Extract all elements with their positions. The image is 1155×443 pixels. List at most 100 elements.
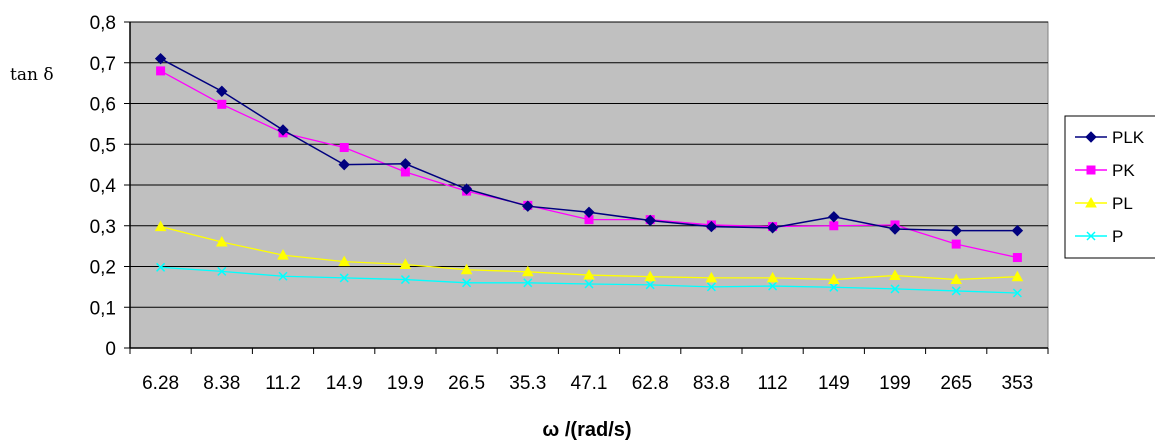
x-marker-stroke	[951, 286, 961, 296]
square-marker	[1086, 165, 1096, 175]
x-tick-label: 199	[879, 373, 911, 394]
x-marker-stroke	[706, 282, 716, 292]
x-marker-stroke	[156, 262, 166, 272]
legend-label: PK	[1112, 161, 1135, 180]
y-tick-label: 0	[105, 339, 116, 360]
x-marker	[217, 266, 227, 276]
x-marker	[890, 284, 900, 294]
x-marker-stroke	[339, 273, 349, 283]
y-tick-label: 0,4	[90, 176, 117, 197]
diamond-marker	[1085, 131, 1097, 143]
triangle-marker	[277, 249, 289, 260]
x-marker-stroke	[278, 271, 288, 281]
triangle-marker	[460, 263, 473, 275]
x-tick-label: 83.8	[693, 373, 730, 394]
legend-label: PLK	[1112, 128, 1145, 147]
x-tick-label: 265	[940, 373, 972, 394]
x-marker-stroke	[584, 279, 594, 289]
square-marker	[829, 221, 839, 231]
y-axis-ticks: 0 0,1 0,2 0,3 0,4 0,5 0,6 0,7 0,8	[90, 13, 130, 360]
triangle-marker	[950, 273, 963, 285]
diamond-marker	[216, 85, 228, 97]
x-marker	[1086, 231, 1096, 241]
legend-item-plk: PLK	[1075, 128, 1145, 147]
diamond-marker	[1011, 224, 1024, 237]
x-tick-label: 149	[818, 373, 850, 394]
triangle-marker	[583, 269, 595, 280]
x-marker	[462, 278, 472, 288]
triangle-marker	[644, 270, 657, 282]
diamond-marker	[399, 158, 412, 170]
x-marker-stroke	[829, 282, 839, 292]
diamond-marker	[644, 214, 656, 227]
y-tick-label: 0,7	[90, 54, 116, 75]
y-tick-label: 0,5	[90, 135, 116, 156]
x-tick-label: 14.9	[326, 373, 363, 394]
diamond-marker	[950, 224, 962, 237]
gridlines	[130, 21, 1048, 308]
triangle-marker	[889, 269, 901, 280]
x-marker-stroke	[523, 278, 533, 288]
legend-label: PL	[1112, 194, 1133, 213]
series-layer	[154, 52, 1024, 298]
x-tick-label: 353	[1002, 373, 1034, 394]
legend: PLK PK PL P	[1064, 115, 1155, 259]
x-tick-label: 26.5	[448, 373, 485, 394]
x-marker	[156, 262, 166, 272]
x-marker-stroke	[645, 280, 655, 290]
diamond-marker	[460, 183, 473, 195]
diamond-marker	[828, 211, 840, 223]
y-axis-title: tan δ	[10, 65, 54, 85]
diamond-marker	[338, 158, 350, 171]
square-marker	[951, 239, 961, 249]
diamond-marker	[522, 200, 534, 212]
y-tick-label: 0,8	[90, 13, 116, 34]
x-marker	[523, 278, 533, 288]
triangle-marker	[215, 236, 228, 247]
square-marker	[217, 99, 227, 109]
triangle-marker	[1085, 196, 1097, 208]
x-tick-label: 8.38	[203, 373, 240, 394]
y-tick-label: 0,3	[90, 217, 116, 238]
triangle-marker	[338, 255, 351, 267]
x-tick-label: 35.3	[509, 373, 546, 394]
x-marker	[584, 279, 594, 289]
y-tick-label: 0,1	[90, 298, 116, 319]
x-marker-stroke	[462, 278, 472, 288]
x-marker-stroke	[1012, 288, 1022, 298]
diamond-marker	[889, 223, 901, 235]
triangle-marker	[705, 271, 718, 283]
triangle-marker	[521, 265, 534, 277]
x-marker-stroke	[890, 284, 900, 294]
x-marker-stroke	[768, 281, 778, 291]
x-marker	[768, 281, 778, 291]
legend-item-p: P	[1075, 227, 1123, 246]
square-marker	[339, 143, 349, 153]
x-marker	[339, 273, 349, 283]
y-tick-label: 0,6	[90, 95, 116, 116]
x-marker-stroke	[400, 275, 410, 285]
x-tick-label: 47.1	[571, 373, 608, 394]
square-marker	[156, 66, 166, 76]
triangle-marker	[154, 220, 167, 232]
x-tick-label: 112	[757, 373, 787, 394]
diamond-marker	[277, 124, 289, 136]
x-tick-label: 19.9	[387, 373, 424, 394]
x-marker	[400, 275, 410, 285]
x-marker	[645, 280, 655, 290]
legend-item-pk: PK	[1075, 161, 1135, 180]
legend-item-pl: PL	[1075, 194, 1133, 213]
x-tick-label: 11.2	[265, 373, 301, 394]
x-marker	[278, 271, 288, 281]
x-marker	[951, 286, 961, 296]
x-marker	[829, 282, 839, 292]
diamond-marker	[766, 222, 779, 234]
x-marker	[1012, 288, 1022, 298]
y-tick-label: 0,2	[90, 258, 116, 279]
legend-box	[1064, 115, 1155, 259]
x-axis-ticks: 6.28 8.38 11.2 14.9 19.9 26.5 35.3 47.1 62.8 83.8…	[129, 348, 1049, 394]
x-tick-label: 62.8	[632, 373, 669, 394]
diamond-marker	[154, 52, 167, 65]
x-marker-stroke	[217, 266, 227, 276]
square-marker	[1012, 253, 1022, 263]
